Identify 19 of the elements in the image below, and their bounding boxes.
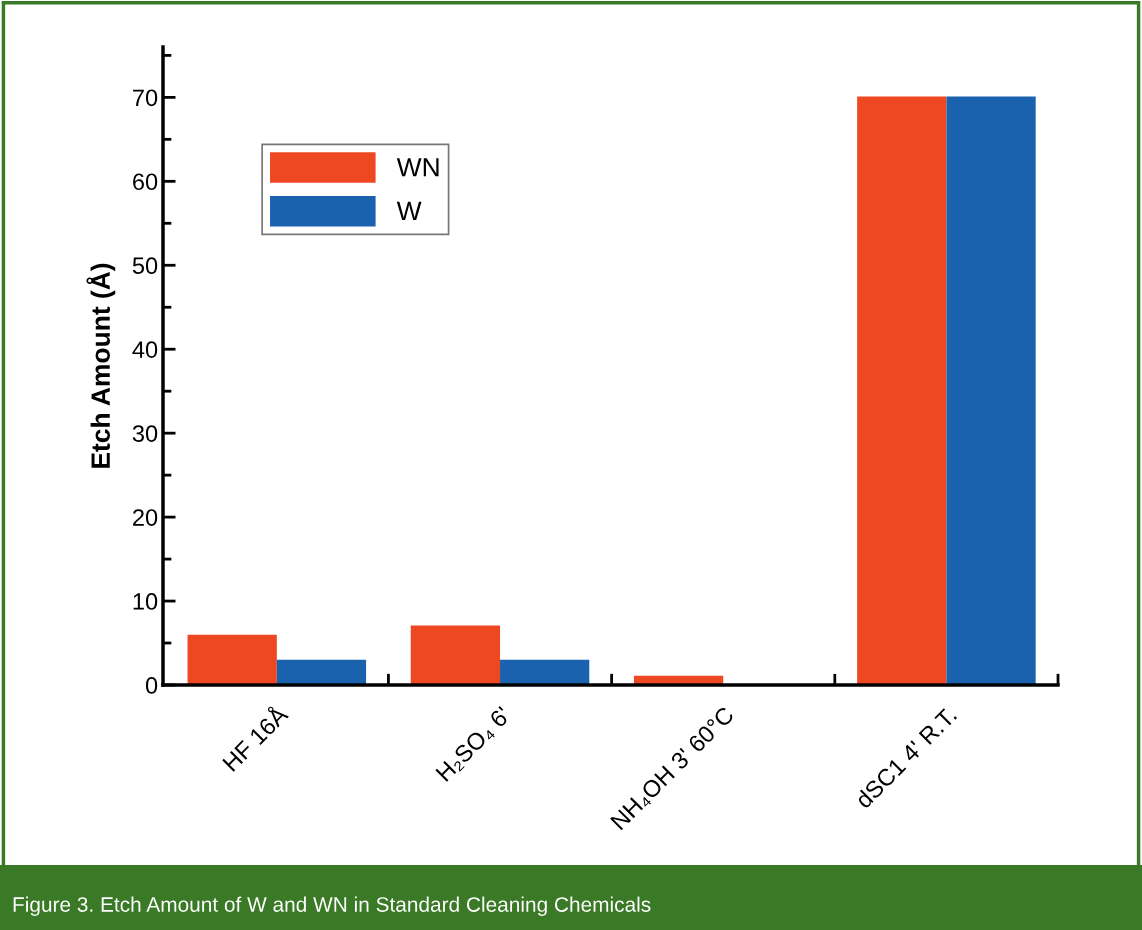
y-tick-label: 20: [133, 509, 158, 526]
legend-label: W: [396, 201, 422, 221]
caption: Figure 3. Etch Amount of W and WN in Standard Cleaning Chemicals: [13, 896, 651, 916]
bar: [500, 659, 590, 685]
bar: [276, 659, 367, 685]
bar: [857, 96, 947, 685]
y-tick-label: 40: [132, 341, 158, 358]
legend-label: WN: [396, 158, 439, 177]
bar: [187, 634, 277, 685]
y-tick-label: 60: [133, 173, 158, 191]
bar: [946, 96, 1036, 685]
y-tick-label: 50: [132, 257, 158, 275]
y-axis-title: Etch Amount (Å): [86, 263, 116, 468]
x-tick-label: HF 16Å: [219, 701, 290, 772]
y-tick-label: 10: [133, 593, 158, 610]
y-tick-label: 0: [145, 677, 158, 694]
y-tick-label: 70: [133, 89, 158, 107]
bar: [410, 625, 501, 685]
y-tick-label: 30: [132, 425, 158, 442]
